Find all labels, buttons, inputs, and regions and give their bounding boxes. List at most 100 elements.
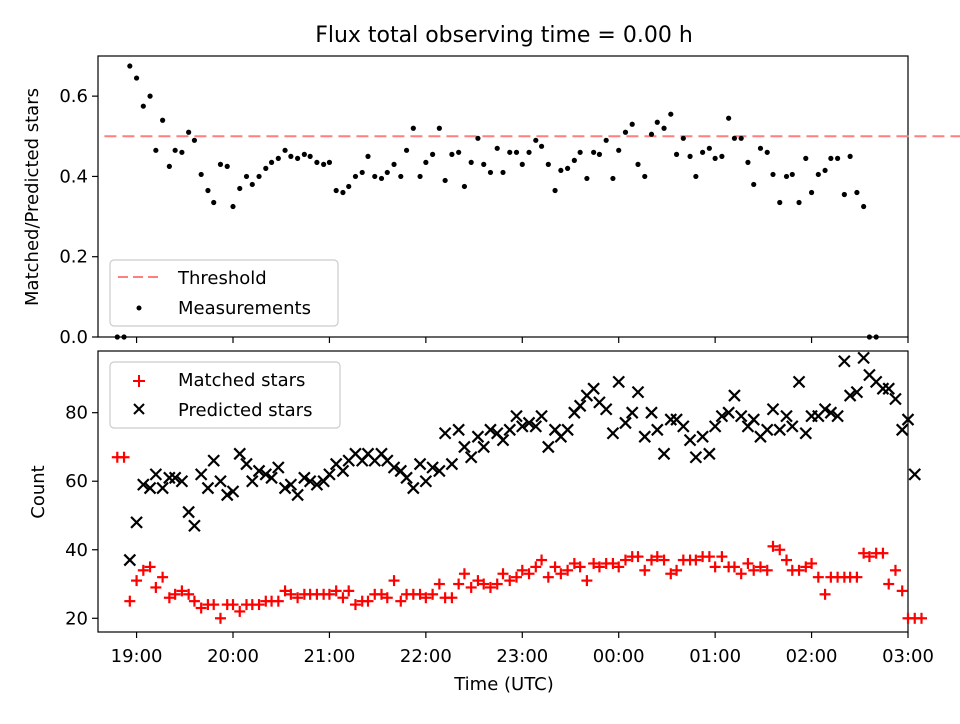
measurement-point: [861, 203, 867, 210]
predicted-point: [657, 447, 671, 461]
measurement-point: [526, 149, 532, 155]
matched-point: [588, 557, 600, 569]
matched-point: [646, 554, 657, 566]
measurement-point: [738, 135, 744, 141]
matched-point: [388, 575, 400, 587]
measurement-point: [403, 147, 410, 153]
predicted-point: [760, 423, 774, 437]
matched-point: [458, 568, 470, 580]
measurement-point: [519, 161, 525, 167]
time-xtick-label: 19:00: [111, 646, 163, 667]
matched-point: [812, 571, 824, 583]
ratio-ytick-label: 0.6: [59, 86, 88, 107]
predicted-point: [683, 433, 697, 447]
matched-point: [593, 561, 605, 573]
predicted-point: [188, 519, 201, 533]
predicted-point: [619, 416, 632, 430]
matched-point: [285, 588, 297, 600]
measurement-point: [191, 137, 198, 143]
predicted-point: [599, 402, 613, 416]
matched-point: [337, 592, 349, 604]
matched-point: [208, 599, 220, 611]
measurement-point: [751, 181, 757, 188]
measurement-point: [873, 334, 879, 340]
measurement-point: [777, 199, 783, 206]
predicted-point: [734, 409, 748, 423]
predicted-point: [471, 430, 485, 443]
ratio-yticks: 0.0 0.2 0.4 0.6: [59, 86, 98, 348]
time-xtick-label: 00:00: [593, 646, 645, 667]
matched-point: [124, 595, 136, 607]
predicted-point: [323, 468, 336, 481]
predicted-point: [573, 399, 587, 413]
measurement-point: [712, 155, 718, 161]
time-xtick-label: 22:00: [400, 646, 452, 667]
measurement-point: [571, 157, 577, 163]
matched-point: [131, 575, 143, 587]
matched-point: [883, 578, 895, 590]
matched-point: [504, 575, 516, 587]
count-ytick-label: 40: [65, 540, 88, 561]
measurement-point: [629, 121, 635, 127]
matched-point: [562, 564, 574, 576]
predicted-point: [445, 457, 459, 471]
predicted-point: [149, 468, 163, 481]
matched-point: [188, 595, 200, 607]
matched-point: [137, 564, 149, 576]
ratio-ytick-label: 0.4: [59, 166, 88, 187]
measurement-point: [217, 161, 224, 167]
matched-point: [227, 599, 239, 611]
measurement-point: [841, 191, 847, 198]
time-xtick-label: 21:00: [303, 646, 355, 667]
measurement-point: [545, 161, 551, 167]
predicted-point: [901, 413, 915, 426]
predicted-point: [336, 464, 350, 478]
ratio-ytick-label: 0.0: [59, 327, 88, 348]
predicted-point: [291, 488, 304, 502]
measurement-point: [275, 155, 281, 161]
matched-point: [793, 564, 805, 576]
measurement-point: [449, 151, 455, 157]
measurement-point: [565, 165, 571, 171]
predicted-point: [606, 426, 620, 440]
predicted-point: [728, 389, 741, 402]
legend-predicted-label: Predicted stars: [178, 400, 312, 421]
matched-point: [748, 564, 760, 576]
matched-point: [433, 578, 445, 590]
measurement-point: [822, 167, 828, 174]
measurement-point: [687, 153, 693, 159]
measurement-point: [513, 149, 520, 155]
matched-point: [555, 568, 567, 580]
measurement-point: [186, 129, 192, 135]
predicted-point: [818, 402, 832, 416]
measurement-point: [731, 135, 738, 141]
matched-point: [858, 547, 870, 559]
measurement-point: [114, 334, 120, 340]
predicted-point: [703, 447, 716, 461]
time-xticks: 19:00 20:00 21:00 22:00 23:00 00:00 01:00 02:00…: [111, 337, 934, 667]
time-xlabel: Time (UTC): [453, 674, 554, 695]
predicted-point: [310, 478, 324, 491]
measurement-point: [635, 161, 641, 167]
matched-point: [607, 557, 619, 569]
measurement-point: [770, 171, 776, 178]
measurement-point: [372, 173, 378, 180]
matched-point: [728, 561, 740, 573]
predicted-point: [766, 402, 780, 416]
matched-point: [800, 561, 812, 573]
legend-matched-swatch: [133, 375, 145, 387]
matched-point: [632, 551, 644, 563]
matched-point: [484, 581, 496, 593]
predicted-series: [123, 351, 922, 567]
predicted-point: [503, 423, 517, 437]
matched-point: [478, 578, 490, 590]
predicted-point: [843, 389, 857, 402]
measurement-point: [866, 334, 873, 340]
measurement-point: [160, 117, 166, 123]
measurement-point: [268, 159, 275, 165]
measurement-point: [507, 149, 513, 155]
predicted-point: [747, 413, 760, 426]
matched-point: [877, 547, 889, 559]
count-ytick-label: 60: [65, 471, 88, 492]
time-xtick-label: 23:00: [496, 646, 548, 667]
